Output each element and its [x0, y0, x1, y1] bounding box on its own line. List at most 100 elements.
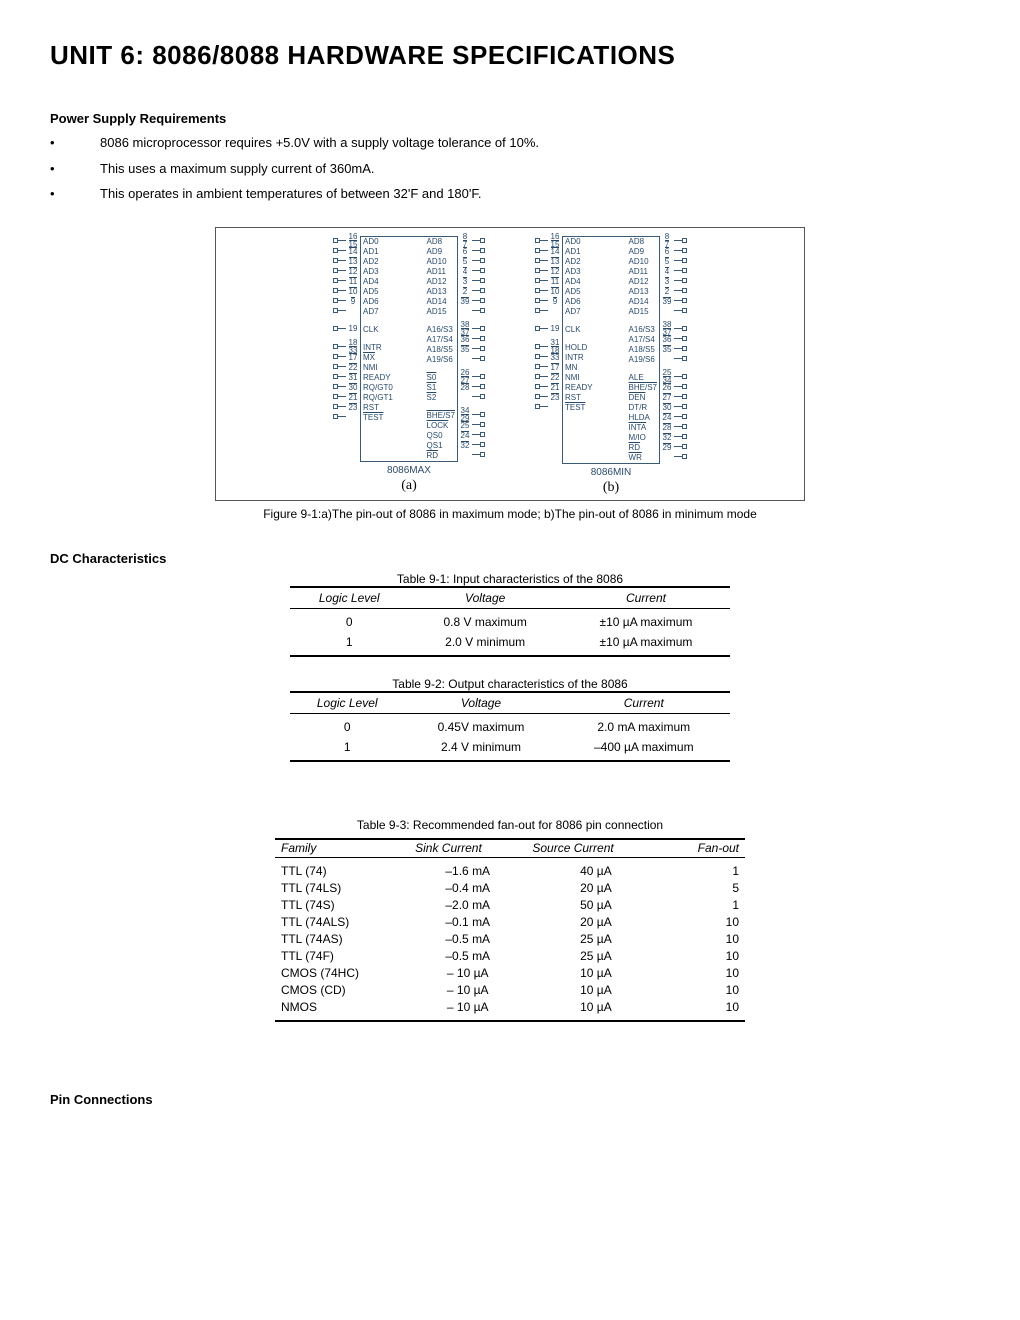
pin-label: AD13 — [425, 287, 449, 296]
pin-label: AD0 — [563, 237, 583, 246]
pin-label: RST — [361, 403, 381, 412]
table-row: NMOS– 10 µA10 µA10 — [275, 998, 745, 1021]
pin-label: AD10 — [627, 257, 651, 266]
table-9-1-title: Table 9-1: Input characteristics of the … — [50, 572, 970, 586]
pin-label: AD10 — [425, 257, 449, 266]
pin-label: A18/S5 — [425, 345, 455, 354]
subfig-label: (b) — [535, 480, 687, 496]
dc-heading: DC Characteristics — [50, 551, 970, 566]
pin-label: LOCK — [425, 421, 451, 430]
pin-label: A18/S5 — [627, 345, 657, 354]
pin-label: AD3 — [563, 267, 583, 276]
col-header: Logic Level — [290, 587, 408, 609]
table-row: CMOS (CD)– 10 µA10 µA10 — [275, 981, 745, 998]
col-header: Source Current — [526, 839, 665, 858]
pin-label: INTR — [361, 343, 384, 352]
pin-label: DEN — [627, 393, 648, 402]
pin-label: AD6 — [563, 297, 583, 306]
pin-label: A19/S6 — [425, 355, 455, 364]
pin-label: S1 — [425, 383, 439, 392]
table-row: CMOS (74HC)– 10 µA10 µA10 — [275, 964, 745, 981]
pin-label: ALE — [627, 373, 646, 382]
col-header: Current — [562, 587, 730, 609]
pin-label: TEST — [361, 413, 385, 422]
pin-label: M/IO — [627, 433, 648, 442]
table-row: 00.8 V maximum±10 µA maximum — [290, 608, 730, 632]
col-header: Voltage — [404, 692, 557, 714]
pin-label: RQ/GT0 — [361, 383, 395, 392]
pin-label: A17/S4 — [425, 335, 455, 344]
table-row: TTL (74AS)–0.5 mA25 µA10 — [275, 930, 745, 947]
pin-label: NMI — [563, 373, 582, 382]
pin-label: RST — [563, 393, 583, 402]
pin-label: S2 — [425, 393, 439, 402]
pin-label: AD2 — [563, 257, 583, 266]
pin-label: A16/S3 — [627, 325, 657, 334]
pin-label: MX — [361, 353, 377, 362]
pin-label: AD5 — [361, 287, 381, 296]
pin-label: AD8 — [425, 237, 445, 246]
pin-label: AD15 — [627, 307, 651, 316]
pin-label: WR — [627, 453, 644, 462]
col-header: Family — [275, 839, 409, 858]
table-9-2: Logic LevelVoltageCurrent00.45V maximum2… — [290, 691, 730, 762]
pin-label: AD12 — [627, 277, 651, 286]
table-row: TTL (74)–1.6 mA40 µA1 — [275, 857, 745, 879]
figure-9-1: 161514131211109191833172231302123AD0AD1A… — [50, 227, 970, 521]
pin-label: AD11 — [627, 267, 650, 276]
pin-label: AD14 — [425, 297, 449, 306]
pin-label: RQ/GT1 — [361, 393, 395, 402]
pin-label: AD15 — [425, 307, 449, 316]
table-row: TTL (74S)–2.0 mA50 µA1 — [275, 896, 745, 913]
pin-label: AD9 — [425, 247, 445, 256]
col-header: Voltage — [408, 587, 561, 609]
pin-label: AD14 — [627, 297, 651, 306]
pin-label: AD2 — [361, 257, 381, 266]
pin-label: HLDA — [627, 413, 652, 422]
pin-label: AD6 — [361, 297, 381, 306]
pin-label: AD0 — [361, 237, 381, 246]
pin-label: S0 — [425, 373, 439, 382]
pin-label: A19/S6 — [627, 355, 657, 364]
bullet-item: 8086 microprocessor requires +5.0V with … — [50, 130, 970, 156]
pin-label: AD1 — [361, 247, 381, 256]
pin-label: HOLD — [563, 343, 589, 352]
table-row: 12.4 V minimum–400 µA maximum — [290, 737, 730, 761]
pin-label: AD13 — [627, 287, 651, 296]
pin-label: A17/S4 — [627, 335, 657, 344]
pin-label: AD3 — [361, 267, 381, 276]
pin-label: MN — [563, 363, 579, 372]
pin-label: AD11 — [425, 267, 448, 276]
pin-label: A16/S3 — [425, 325, 455, 334]
pin-label: CLK — [563, 325, 583, 334]
pin-label: AD1 — [563, 247, 583, 256]
table-row: TTL (74LS)–0.4 mA20 µA5 — [275, 879, 745, 896]
pin-label: AD7 — [563, 307, 583, 316]
table-row: TTL (74ALS)–0.1 mA20 µA10 — [275, 913, 745, 930]
pin-label: AD4 — [361, 277, 381, 286]
subfig-label: (a) — [333, 478, 485, 494]
pin-label: INTA — [627, 423, 649, 432]
table-9-1: Logic LevelVoltageCurrent00.8 V maximum±… — [290, 586, 730, 657]
table-9-2-title: Table 9-2: Output characteristics of the… — [50, 677, 970, 691]
pin-label: AD7 — [361, 307, 381, 316]
pin-label: READY — [563, 383, 595, 392]
col-header: Fan-out — [665, 839, 745, 858]
pin-label: QS0 — [425, 431, 445, 440]
bullet-item: This operates in ambient temperatures of… — [50, 181, 970, 207]
pin-label: INTR — [563, 353, 586, 362]
pin-label: AD5 — [563, 287, 583, 296]
page-title: UNIT 6: 8086/8088 HARDWARE SPECIFICATION… — [50, 40, 970, 71]
table-row: TTL (74F)–0.5 mA25 µA10 — [275, 947, 745, 964]
table-row: 00.45V maximum2.0 mA maximum — [290, 713, 730, 737]
col-header: Logic Level — [290, 692, 404, 714]
pin-connections-heading: Pin Connections — [50, 1092, 970, 1107]
bullet-item: This uses a maximum supply current of 36… — [50, 156, 970, 182]
pin-label: RD — [425, 451, 441, 460]
pin-label: BHE/S7 — [425, 411, 457, 420]
pin-label: TEST — [563, 403, 587, 412]
pin-label: AD8 — [627, 237, 647, 246]
col-header: Sink Current — [409, 839, 526, 858]
table-9-3: FamilySink CurrentSource CurrentFan-outT… — [275, 838, 745, 1022]
pin-label: RD — [627, 443, 643, 452]
